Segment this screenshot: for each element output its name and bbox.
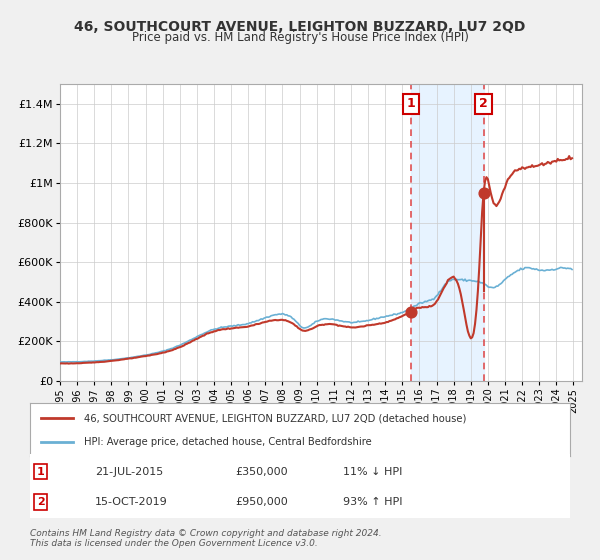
Text: 21-JUL-2015: 21-JUL-2015 (95, 466, 163, 477)
Text: HPI: Average price, detached house, Central Bedfordshire: HPI: Average price, detached house, Cent… (84, 436, 372, 446)
Point (406, 307, 416, 316)
Text: Contains HM Land Registry data © Crown copyright and database right 2024.: Contains HM Land Registry data © Crown c… (30, 529, 382, 538)
Text: 93% ↑ HPI: 93% ↑ HPI (343, 497, 403, 507)
Text: 11% ↓ HPI: 11% ↓ HPI (343, 466, 403, 477)
Text: £950,000: £950,000 (235, 497, 288, 507)
Text: 2: 2 (479, 97, 488, 110)
Text: This data is licensed under the Open Government Licence v3.0.: This data is licensed under the Open Gov… (30, 539, 318, 548)
Bar (411, 84, 484, 381)
Text: £350,000: £350,000 (235, 466, 288, 477)
Text: 2: 2 (37, 497, 44, 507)
Text: 15-OCT-2019: 15-OCT-2019 (95, 497, 167, 507)
Text: 1: 1 (406, 97, 415, 110)
Point (479, 188, 488, 197)
Text: 46, SOUTHCOURT AVENUE, LEIGHTON BUZZARD, LU7 2QD (detached house): 46, SOUTHCOURT AVENUE, LEIGHTON BUZZARD,… (84, 413, 466, 423)
Text: Price paid vs. HM Land Registry's House Price Index (HPI): Price paid vs. HM Land Registry's House … (131, 31, 469, 44)
Text: 1: 1 (37, 466, 44, 477)
Text: 46, SOUTHCOURT AVENUE, LEIGHTON BUZZARD, LU7 2QD: 46, SOUTHCOURT AVENUE, LEIGHTON BUZZARD,… (74, 20, 526, 34)
